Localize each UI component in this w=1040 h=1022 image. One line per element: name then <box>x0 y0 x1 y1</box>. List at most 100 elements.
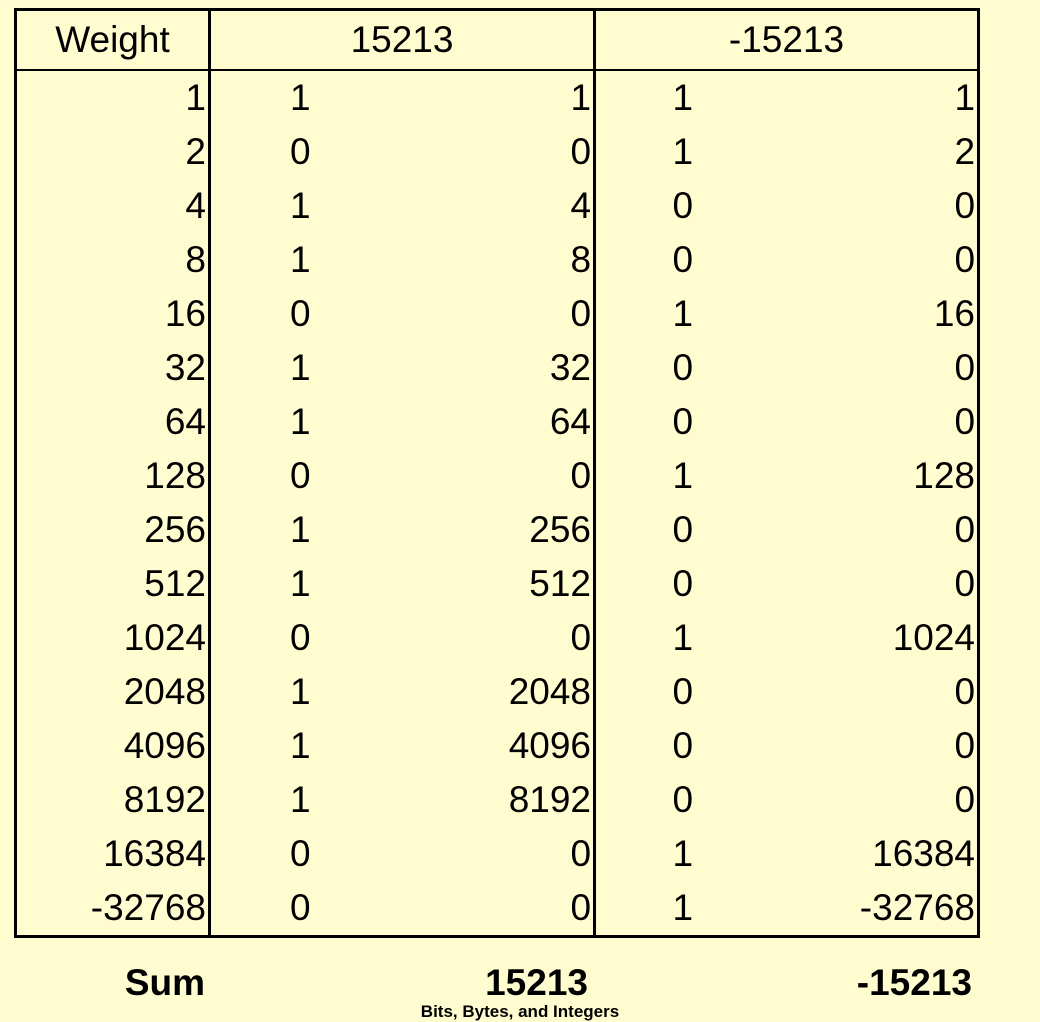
negative-contribution-cell: 128 <box>783 449 981 503</box>
negative-contribution-cell: 0 <box>783 503 981 557</box>
negative-bit-cell: 0 <box>672 401 694 442</box>
negative-contribution-cell: 0 <box>783 233 981 287</box>
table-row: -32768 0 0 1 -32768 <box>14 881 981 938</box>
positive-contribution-cell: 4 <box>403 179 597 233</box>
table-row: 2048 1 2048 0 0 <box>14 665 981 719</box>
negative-bit-cell: 0 <box>672 239 694 280</box>
weight-cell: 256 <box>14 503 211 557</box>
negative-contribution-cell: 0 <box>783 719 981 773</box>
sum-negative-value: -15213 <box>856 962 972 1003</box>
table-row: 2 0 0 1 2 <box>14 125 981 179</box>
negative-bit-cell: 1 <box>594 881 784 938</box>
positive-contribution-cell: 8192 <box>403 773 597 827</box>
positive-contribution-cell: 2048 <box>403 665 597 719</box>
positive-contribution-cell: 4096 <box>403 719 597 773</box>
negative-bit-cell: 1 <box>672 455 694 496</box>
negative-bit-cell: 0 <box>672 185 694 226</box>
negative-bit-cell: 1 <box>672 833 694 874</box>
positive-contribution-cell: 0 <box>403 881 597 938</box>
negative-bit-cell: 1 <box>672 293 694 334</box>
positive-bit-cell: 1 <box>289 563 311 604</box>
positive-bit-cell: 1 <box>289 671 311 712</box>
table-row: 64 1 64 0 0 <box>14 395 981 449</box>
negative-bit-cell: 1 <box>672 131 694 172</box>
negative-bit-cell: 1 <box>672 617 694 658</box>
positive-contribution-cell: 0 <box>403 827 597 881</box>
positive-bit-cell: 0 <box>289 293 311 334</box>
negative-bit-cell: 0 <box>672 725 694 766</box>
table-row: 16 0 0 1 16 <box>14 287 981 341</box>
table-row: 4 1 4 0 0 <box>14 179 981 233</box>
positive-bit-cell: 1 <box>289 725 311 766</box>
negative-bit-cell: 0 <box>672 347 694 388</box>
negative-contribution-cell: 0 <box>783 665 981 719</box>
weight-column-header: Weight <box>14 8 211 71</box>
positive-bit-cell: 1 <box>289 347 311 388</box>
weight-cell: 1 <box>14 70 211 125</box>
weight-cell: 4096 <box>14 719 211 773</box>
weight-cell: 16 <box>14 287 211 341</box>
positive-contribution-cell: 0 <box>403 449 597 503</box>
table-row: 32 1 32 0 0 <box>14 341 981 395</box>
weight-cell: 1024 <box>14 611 211 665</box>
negative-value-header: -15213 <box>594 8 981 71</box>
weight-cell: 64 <box>14 395 211 449</box>
negative-contribution-cell: 0 <box>783 773 981 827</box>
positive-bit-cell: 1 <box>289 77 311 118</box>
positive-value-header: 15213 <box>209 8 597 71</box>
positive-contribution-cell: 256 <box>403 503 597 557</box>
positive-bit-cell: 0 <box>289 617 311 658</box>
negative-bit-cell: 1 <box>672 77 694 118</box>
positive-contribution-cell: 0 <box>403 611 597 665</box>
positive-bit-cell: 1 <box>289 779 311 820</box>
table-row: 16384 0 0 1 16384 <box>14 827 981 881</box>
negative-contribution-cell: -32768 <box>783 881 981 938</box>
positive-contribution-cell: 0 <box>403 287 597 341</box>
table-row: 8 1 8 0 0 <box>14 233 981 287</box>
positive-bit-cell: 1 <box>289 239 311 280</box>
table-row: 1 1 1 1 1 <box>14 70 981 125</box>
weight-cell: 2048 <box>14 665 211 719</box>
table-row: 1024 0 0 1 1024 <box>14 611 981 665</box>
table-row: 128 0 0 1 128 <box>14 449 981 503</box>
weight-cell: 128 <box>14 449 211 503</box>
negative-bit-cell: 0 <box>672 509 694 550</box>
negative-bit-cell: 0 <box>672 779 694 820</box>
positive-bit-cell: 1 <box>289 509 311 550</box>
weight-cell: 512 <box>14 557 211 611</box>
footer-caption: Bits, Bytes, and Integers <box>420 1002 620 1021</box>
negative-bit-cell: 0 <box>672 671 694 712</box>
weight-cell: 8192 <box>14 773 211 827</box>
positive-bit-cell: 1 <box>289 401 311 442</box>
negative-contribution-cell: 0 <box>783 557 981 611</box>
positive-bit-cell: 0 <box>209 881 404 938</box>
weight-cell: -32768 <box>14 881 211 938</box>
table-row: 512 1 512 0 0 <box>14 557 981 611</box>
table-row: 256 1 256 0 0 <box>14 503 981 557</box>
table-body: 1 1 1 1 1 2 0 0 1 2 4 1 4 0 0 8 1 8 0 0 16 0 0 1 16 32 1 32 0 0 64 1 64 0… <box>14 70 981 938</box>
positive-contribution-cell: 64 <box>403 395 597 449</box>
positive-bit-cell: 1 <box>289 185 311 226</box>
weight-cell: 16384 <box>14 827 211 881</box>
positive-bit-cell: 0 <box>289 455 311 496</box>
weight-cell: 32 <box>14 341 211 395</box>
positive-bit-cell: 0 <box>289 833 311 874</box>
positive-contribution-cell: 0 <box>403 125 597 179</box>
table-row: 4096 1 4096 0 0 <box>14 719 981 773</box>
weight-cell: 2 <box>14 125 211 179</box>
sum-row: Sum 15213 -15213 <box>14 958 977 1012</box>
negative-contribution-cell: 1024 <box>783 611 981 665</box>
positive-bit-cell: 0 <box>289 131 311 172</box>
positive-contribution-cell: 512 <box>403 557 597 611</box>
negative-contribution-cell: 0 <box>783 179 981 233</box>
negative-contribution-cell: 0 <box>783 341 981 395</box>
negative-contribution-cell: 0 <box>783 395 981 449</box>
table-header-row: Weight 15213 -15213 <box>14 8 981 71</box>
weight-cell: 8 <box>14 233 211 287</box>
table-row: 8192 1 8192 0 0 <box>14 773 981 827</box>
negative-bit-cell: 0 <box>672 563 694 604</box>
negative-contribution-cell: 16 <box>783 287 981 341</box>
negative-contribution-cell: 16384 <box>783 827 981 881</box>
